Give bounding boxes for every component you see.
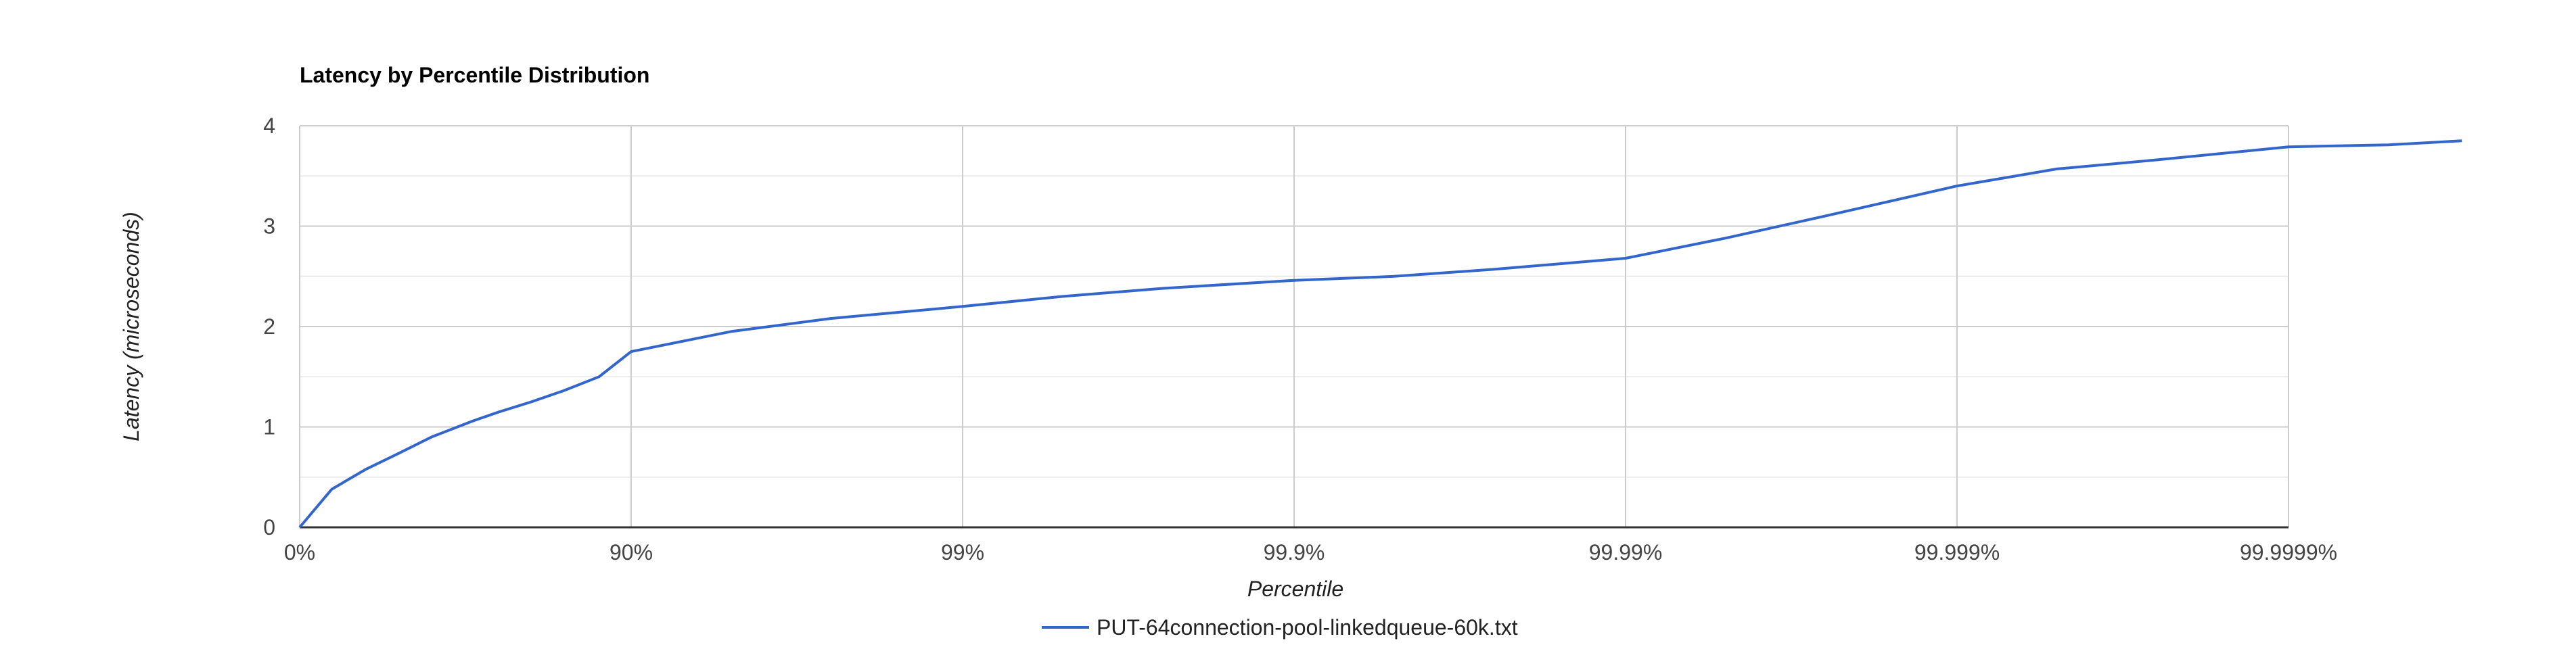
x-tick-label: 90% xyxy=(610,540,653,564)
x-tick-label: 99.9999% xyxy=(2240,540,2337,564)
y-tick-label: 4 xyxy=(263,114,275,138)
axes xyxy=(299,126,2288,529)
y-tick-label: 0 xyxy=(263,515,275,539)
grid-lines xyxy=(300,125,2289,527)
x-tick-labels: 0% 90% 99% 99.9% 99.99% 99.999% 99.9999% xyxy=(284,540,2337,564)
y-tick-label: 2 xyxy=(263,314,275,339)
x-tick-label: 99.9% xyxy=(1264,540,1325,564)
y-tick-label: 1 xyxy=(263,415,275,439)
y-tick-labels: 0 1 2 3 4 xyxy=(263,114,275,539)
x-tick-label: 99.999% xyxy=(1914,540,2000,564)
legend-series-label: PUT-64connection-pool-linkedqueue-60k.tx… xyxy=(1097,615,1518,640)
legend: PUT-64connection-pool-linkedqueue-60k.tx… xyxy=(1042,615,1518,640)
x-tick-label: 99% xyxy=(941,540,984,564)
x-tick-label: 0% xyxy=(284,540,315,564)
chart-title: Latency by Percentile Distribution xyxy=(300,63,649,87)
y-axis-label: Latency (microseconds) xyxy=(119,212,143,441)
series-lines xyxy=(298,139,2462,529)
series-line xyxy=(298,139,2462,529)
x-tick-label: 99.99% xyxy=(1589,540,1663,564)
x-axis-label: Percentile xyxy=(1247,577,1343,601)
y-tick-label: 3 xyxy=(263,214,275,239)
